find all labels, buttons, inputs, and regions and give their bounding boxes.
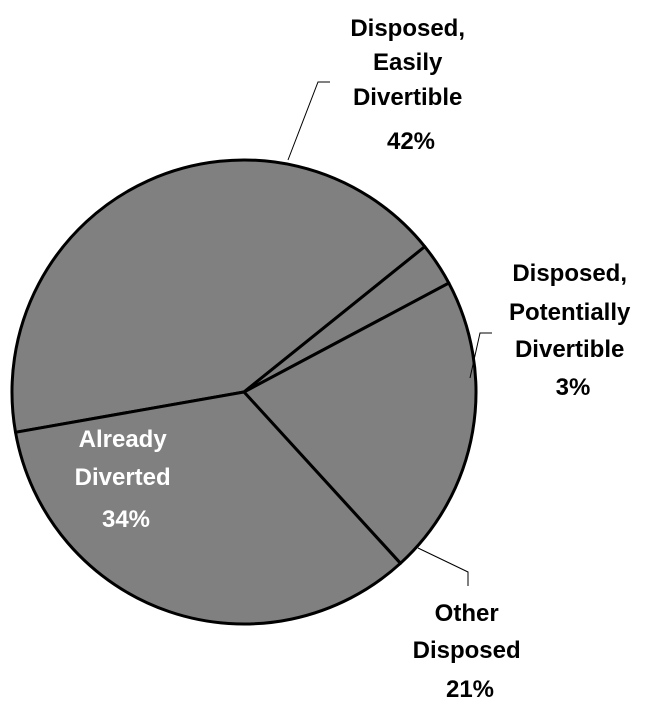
leader-line (469, 332, 492, 379)
label-line: Potentially (509, 299, 631, 326)
label-line: Other (435, 600, 499, 627)
label-line: Already (79, 426, 168, 453)
label-line: Disposed, (350, 15, 465, 42)
label-line: Disposed, (512, 260, 627, 287)
slice-label-already-diverted: Already Diverted 34% (75, 426, 178, 533)
label-line: Disposed (413, 637, 521, 664)
pie-slice-already-diverted (14, 390, 402, 626)
slice-label-potentially-divertible: Disposed, Potentially Divertible 3% (509, 260, 637, 401)
label-value: 34% (102, 506, 150, 533)
label-line: Diverted (75, 464, 171, 491)
label-value: 21% (446, 676, 494, 703)
label-value: 3% (556, 374, 591, 401)
pie-slice-disposed-easily-divertible (10, 158, 427, 434)
leader-line (287, 81, 330, 161)
label-line: Divertible (515, 336, 624, 363)
pie-slices (10, 158, 478, 626)
slice-label-other-disposed: Other Disposed 21% (413, 600, 528, 703)
label-line: Easily (373, 49, 443, 76)
label-line: Divertible (353, 84, 462, 111)
leader-line (417, 547, 469, 586)
label-value: 42% (387, 128, 435, 155)
leader-lines (287, 81, 492, 586)
pie-slice-other-disposed (242, 281, 478, 565)
slice-label-easily-divertible: Disposed, Easily Divertible 42% (350, 15, 471, 155)
